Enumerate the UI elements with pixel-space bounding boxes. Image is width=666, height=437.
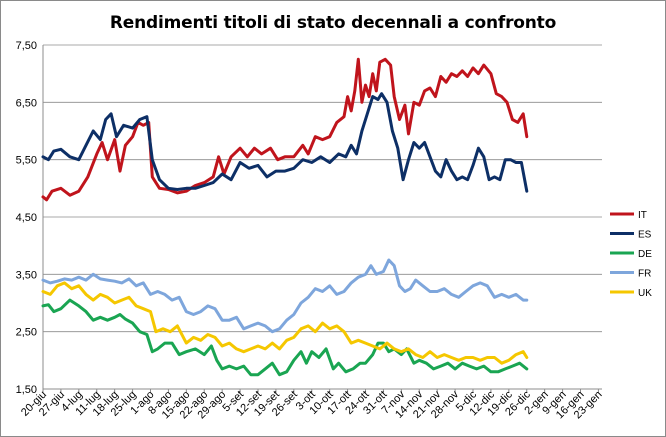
y-tick-label: 7,50 [16,40,37,52]
legend: IT ES DE FR UK [610,210,652,299]
axes [42,45,602,393]
series-line-de [41,298,529,377]
y-tick-label: 1,50 [16,384,37,396]
series-line-es [41,92,529,193]
y-axis-tick-labels: 7,50 6,50 5,50 4,50 3,50 2,50 1,50 [16,40,37,396]
x-axis-tick-labels: 20-giu27-giu4-lug11-lug18-lug25-lug1-ago… [19,388,605,421]
gridlines [43,44,602,390]
y-tick-label: 3,50 [16,269,37,281]
legend-label-es: ES [638,230,652,241]
legend-label-fr: FR [638,269,651,280]
y-tick-label: 5,50 [16,155,37,167]
series-line-fr [41,258,529,334]
legend-label-uk: UK [638,288,652,299]
series-line-uk [41,281,529,365]
y-tick-label: 4,50 [16,212,37,224]
chart-title: Rendimenti titoli di stato decennali a c… [109,13,557,33]
legend-label-de: DE [638,249,652,260]
y-tick-label: 6,50 [16,97,37,109]
y-tick-label: 2,50 [16,327,37,339]
legend-label-it: IT [638,210,647,221]
series-line-it [41,57,529,202]
series-lines [41,57,529,377]
